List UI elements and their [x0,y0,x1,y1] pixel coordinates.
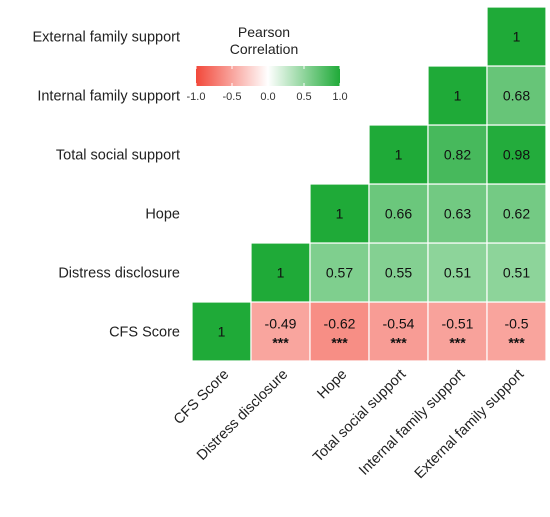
heatmap-cell: 0.82 [427,124,488,185]
y-tick-label-external-family-support: External family support [33,30,180,46]
heatmap-cell: -0.62 *** [309,301,370,362]
heatmap-cell: 0.98 [486,124,547,185]
cell-value-label: -0.54 [383,316,415,332]
cell-value-label: 0.82 [444,147,471,163]
y-tick-label-hope: Hope [145,207,180,223]
heatmap-cell: 0.62 [486,183,547,244]
cell-value-label: 0.98 [503,147,530,163]
x-tick-label-cfs-score: CFS Score [171,367,232,428]
legend-title-line1: Pearson [238,24,290,40]
cell-significance-label: *** [390,335,407,351]
cell-value-label: -0.5 [504,316,528,332]
legend-tick-label: 0.0 [260,91,275,103]
legend-color-bar [196,66,340,86]
cell-value-label: -0.62 [324,316,356,332]
cell-value-label: 1 [218,324,226,340]
cell-significance-label: *** [449,335,466,351]
heatmap-cell-rect [368,301,429,362]
heatmap-cell-rect [309,183,370,244]
heatmap-cell-rect [427,183,488,244]
heatmap-cell: 0.57 [309,242,370,303]
heatmap-cell-rect [486,124,547,185]
cell-significance-label: *** [331,335,348,351]
heatmap-cell: 0.63 [427,183,488,244]
heatmap-cell-rect [250,242,311,303]
y-tick-label-cfs-score: CFS Score [109,325,180,341]
heatmap-cell: 0.51 [486,242,547,303]
cell-value-label: 0.68 [503,88,530,104]
x-tick-label-hope: Hope [314,367,350,403]
heatmap-cell: 1 [250,242,311,303]
cell-value-label: 0.51 [503,265,530,281]
heatmap-cell: 1 [427,65,488,126]
cell-value-label: 0.51 [444,265,471,281]
heatmap-cell: 1 [191,301,252,362]
heatmap-cell: -0.54 *** [368,301,429,362]
legend-ticks: -1.0 -0.5 0.0 0.5 1.0 [187,66,348,103]
legend-title-line2: Correlation [230,41,298,57]
heatmap-cell-rect [309,301,370,362]
heatmap-cell-rect [427,124,488,185]
legend-tick-label: -1.0 [187,91,206,103]
cell-value-label: 0.55 [385,265,412,281]
y-tick-label-distress-disclosure: Distress disclosure [58,266,180,282]
cell-value-label: -0.49 [265,316,297,332]
y-tick-label-internal-family-support: Internal family support [37,89,180,105]
y-tick-label-total-social-support: Total social support [56,148,180,164]
heatmap-cell: 1 [309,183,370,244]
heatmap-cell-rect [486,6,547,67]
heatmap-cell: 1 [486,6,547,67]
cell-significance-label: *** [272,335,289,351]
heatmap-cell: 0.68 [486,65,547,126]
y-axis-tick-labels: External family support Internal family s… [33,30,180,341]
heatmap-cell-rect [368,183,429,244]
heatmap-cell-rect [250,301,311,362]
cell-value-label: 0.63 [444,206,471,222]
cell-value-label: 1 [395,147,403,163]
heatmap-cell: -0.5 *** [486,301,547,362]
cell-value-label: 0.66 [385,206,412,222]
heatmap-cell-rect [486,65,547,126]
cell-value-label: 1 [277,265,285,281]
heatmap-cell: -0.51 *** [427,301,488,362]
heatmap-cell-rect [427,301,488,362]
legend-tick-label: -0.5 [223,91,242,103]
legend-tick-label: 1.0 [332,91,347,103]
x-tick-label-external-family-support: External family support [412,367,528,483]
color-legend: Pearson Correlation -1.0 -0.5 0.0 0.5 1.0 [187,24,348,103]
cell-value-label: 1 [454,88,462,104]
cell-value-label: 1 [513,29,521,45]
heatmap-cell-rect [191,301,252,362]
heatmap-cell-rect [427,65,488,126]
heatmap-cell-rect [486,242,547,303]
heatmap-cell-rect [486,183,547,244]
cell-value-label: -0.51 [442,316,474,332]
heatmap-cell: 0.55 [368,242,429,303]
cell-value-label: 1 [336,206,344,222]
heatmap-cell-rect [427,242,488,303]
cell-value-label: 0.57 [326,265,353,281]
x-tick-label-internal-family-support: Internal family support [356,367,468,479]
heatmap-cell: 1 [368,124,429,185]
legend-tick-label: 0.5 [296,91,311,103]
heatmap-cell: 0.66 [368,183,429,244]
cell-value-label: 0.62 [503,206,530,222]
cell-significance-label: *** [508,335,525,351]
heatmap-cell-rect [486,301,547,362]
heatmap-cell: -0.49 *** [250,301,311,362]
heatmap-cells: 1 -0.49***-0.62***-0.54***-0.51***-0.5***… [191,6,547,362]
heatmap-cell: 0.51 [427,242,488,303]
